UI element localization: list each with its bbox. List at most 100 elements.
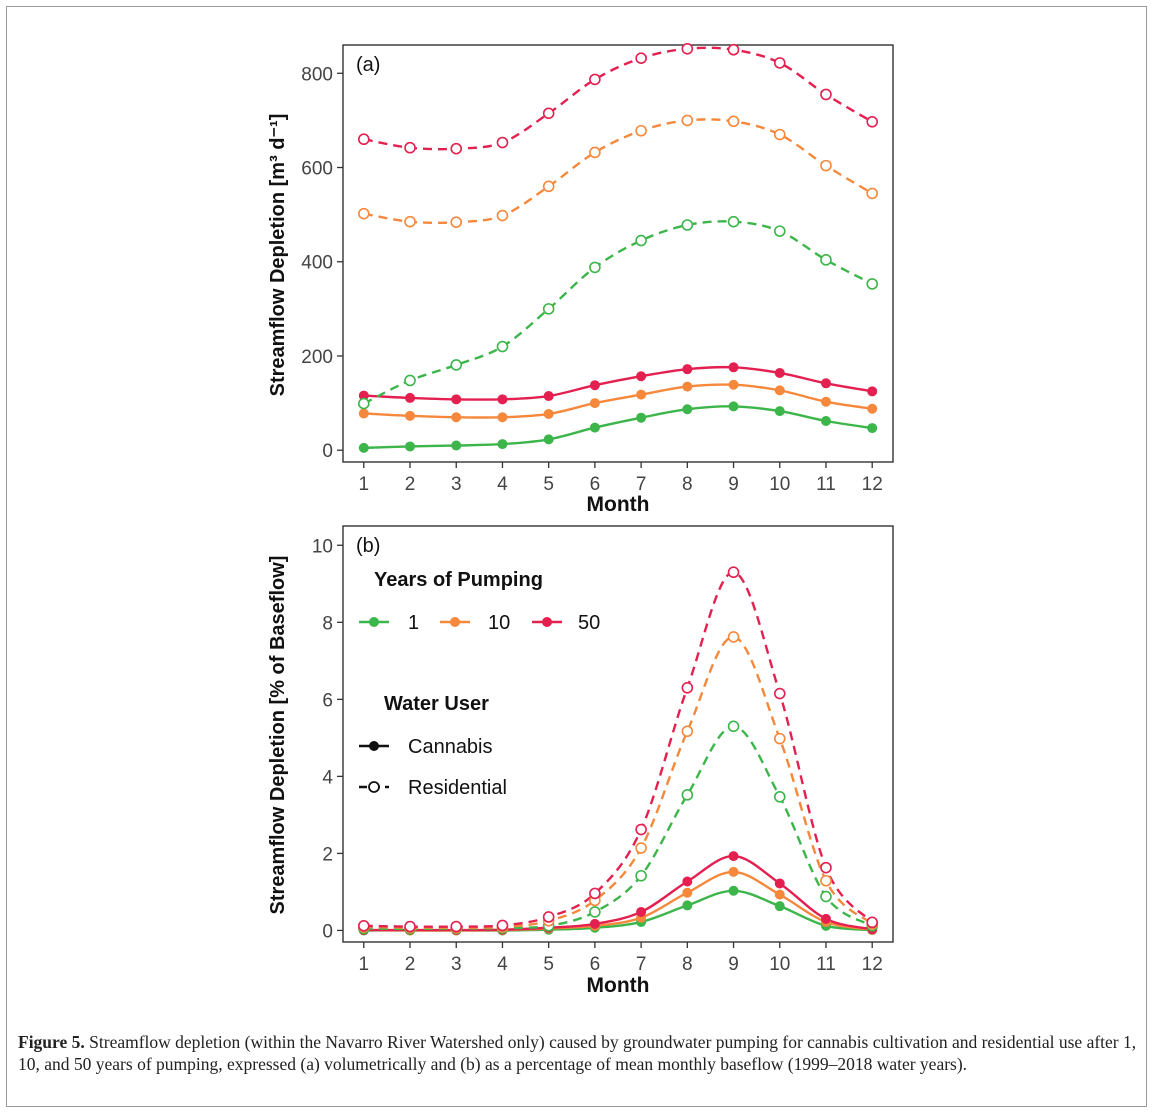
legend: Years of Pumping 1 10 50 Water User Cann… xyxy=(359,569,600,799)
panel-a-residential-10yr-point-10 xyxy=(773,128,786,141)
legend-residential-label: Residential xyxy=(408,777,507,799)
panel-a-x-tick-label-8: 8 xyxy=(682,474,693,495)
panel-b-xlabel: Month xyxy=(587,974,650,997)
panel-b-residential-10yr-point-10 xyxy=(773,732,786,745)
panel-b-residential-50yr-point-2 xyxy=(404,920,416,933)
panel-b-y-tick-label-0: 0 xyxy=(322,921,333,942)
panel-a-cannabis-10yr-point-8 xyxy=(682,381,693,392)
panel-b-residential-50yr-point-1 xyxy=(357,920,370,932)
panel-a-residential-50yr-point-3 xyxy=(450,142,463,155)
panel-a-residential-1yr-point-7 xyxy=(635,234,647,247)
panel-a-residential-50yr-point-2 xyxy=(404,141,416,154)
panel-a-residential-10yr-point-3 xyxy=(450,216,463,228)
panel-b-residential-10yr-point-11 xyxy=(820,874,832,887)
panel-a-y-tick-label-600: 600 xyxy=(301,159,333,180)
panel-b-y-axis: 0 2 4 6 8 10 xyxy=(312,536,343,942)
panel-a-residential-50yr-point-5 xyxy=(542,107,555,120)
panel-a-residential-50yr-point-11 xyxy=(820,88,832,101)
panel-a-plot-area xyxy=(342,44,894,463)
panel-b-residential-50yr-point-9 xyxy=(727,566,740,579)
panel-b-residential-10yr-point-9 xyxy=(727,631,740,643)
panel-a-cannabis-50yr-point-5 xyxy=(543,391,554,402)
panel-a-residential-1yr-point-8 xyxy=(681,219,694,231)
panel-b-cannabis-50yr-point-7 xyxy=(636,906,647,917)
legend-user-residential: Residential xyxy=(359,777,507,799)
panel-b-label: (b) xyxy=(356,535,380,557)
panel-a-residential-1yr-point-6 xyxy=(589,261,601,274)
panel-a-cannabis-50yr-point-12 xyxy=(867,386,878,397)
panel-a-residential-1yr-point-4 xyxy=(496,340,509,353)
panel-b-cannabis-10yr-line xyxy=(363,870,873,932)
panel-a-x-tick-label-11: 11 xyxy=(816,474,836,495)
figure-frame xyxy=(6,6,1147,1107)
panel-a-cannabis-10yr-line xyxy=(363,383,873,419)
panel-a-residential-50yr-point-7 xyxy=(635,52,647,64)
panel-a-residential-50yr-point-8 xyxy=(681,42,694,55)
panel-b-cannabis-10yr-point-9 xyxy=(728,866,739,877)
panel-a-cannabis-50yr-point-10 xyxy=(774,367,785,378)
panel-b-residential-50yr-point-3 xyxy=(450,920,463,933)
legend-years-1: 1 xyxy=(359,612,419,634)
panel-b-residential-10yr-point-8 xyxy=(681,725,694,738)
panel-a-residential-10yr-point-1 xyxy=(357,207,370,220)
panel-b-x-tick-label-11: 11 xyxy=(816,954,836,975)
panel-a-cannabis-10yr-point-12 xyxy=(867,403,878,414)
panel-a-y-tick-label-400: 400 xyxy=(301,253,333,274)
panel-a-x-tick-label-7: 7 xyxy=(636,474,647,495)
panel-b-y-tick-label-8: 8 xyxy=(322,613,333,634)
panel-a-cannabis-1yr-point-9 xyxy=(728,401,739,412)
panel-a-cannabis-50yr-point-1 xyxy=(358,390,369,401)
panel-b-y-tick-label-6: 6 xyxy=(322,690,333,711)
panel-b-residential-1yr-point-10 xyxy=(773,790,786,803)
panel-b-residential-50yr-point-8 xyxy=(681,681,694,694)
panel-b-y-tick-label-4: 4 xyxy=(322,767,333,788)
panel-a-cannabis-50yr-point-4 xyxy=(497,394,508,405)
panel-a-cannabis-10yr-point-5 xyxy=(543,408,554,419)
panel-a-cannabis-1yr-point-12 xyxy=(867,423,878,434)
panel-b-cannabis-50yr-point-8 xyxy=(682,876,693,887)
panel-b-ylabel: Streamflow Depletion [% of Baseflow] xyxy=(267,556,289,915)
panel-a-y-axis: 0 200 400 600 800 xyxy=(301,64,343,462)
panel-a-cannabis-10yr-point-6 xyxy=(589,398,600,409)
panel-a-residential-10yr-point-7 xyxy=(635,124,647,137)
panel-a-points xyxy=(357,42,879,453)
legend-user-cannabis: Cannabis xyxy=(359,736,493,758)
panel-a-residential-10yr-point-2 xyxy=(404,215,416,228)
panel-b-x-tick-label-8: 8 xyxy=(682,954,693,975)
panel-a-cannabis-10yr-point-11 xyxy=(820,396,831,407)
legend-cannabis-marker xyxy=(369,741,379,751)
panel-b-residential-50yr-point-12 xyxy=(866,916,879,929)
legend-years-50-label: 50 xyxy=(578,612,600,634)
panel-b-cannabis-50yr-point-9 xyxy=(728,851,739,862)
panel-a-y-tick-label-0: 0 xyxy=(322,441,333,462)
panel-b-x-tick-label-2: 2 xyxy=(405,954,416,975)
panel-b-residential-50yr-point-6 xyxy=(589,887,601,900)
panel-a-x-tick-label-4: 4 xyxy=(497,474,508,495)
panel-b-cannabis-1yr-point-8 xyxy=(682,900,693,911)
panel-b-x-tick-label-10: 10 xyxy=(769,954,790,975)
panel-a-cannabis-10yr-point-10 xyxy=(774,385,785,396)
panel-a-residential-1yr-point-11 xyxy=(820,254,832,266)
panel-a-residential-50yr-point-10 xyxy=(773,57,786,69)
panel-a-residential-50yr-point-9 xyxy=(727,43,740,56)
panel-b-residential-50yr-point-5 xyxy=(542,911,555,923)
panel-a-label: (a) xyxy=(356,54,380,76)
panel-a-cannabis-50yr-point-8 xyxy=(682,364,693,375)
panel-a-residential-50yr-line xyxy=(363,46,873,151)
panel-a-y-tick-label-800: 800 xyxy=(301,64,333,85)
panel-a-residential-10yr-point-6 xyxy=(589,146,601,159)
panel-a-x-tick-label-3: 3 xyxy=(451,474,462,495)
panel-a-y-tick-label-200: 200 xyxy=(301,347,333,368)
panel-a-cannabis-10yr-point-9 xyxy=(728,379,739,390)
panel-a-residential-1yr-point-9 xyxy=(727,215,740,228)
panel-a-cannabis-10yr-point-7 xyxy=(636,389,647,400)
panel-a-cannabis-10yr-point-1 xyxy=(358,408,369,419)
panel-a-x-tick-label-12: 12 xyxy=(862,474,883,495)
panel-b-y-tick-label-2: 2 xyxy=(322,844,333,865)
panel-a-residential-50yr-point-4 xyxy=(496,136,509,149)
panel-b-cannabis-50yr-point-6 xyxy=(589,918,600,929)
panel-a-residential-1yr-point-12 xyxy=(866,278,879,290)
panel-b-residential-50yr-point-10 xyxy=(773,687,786,700)
